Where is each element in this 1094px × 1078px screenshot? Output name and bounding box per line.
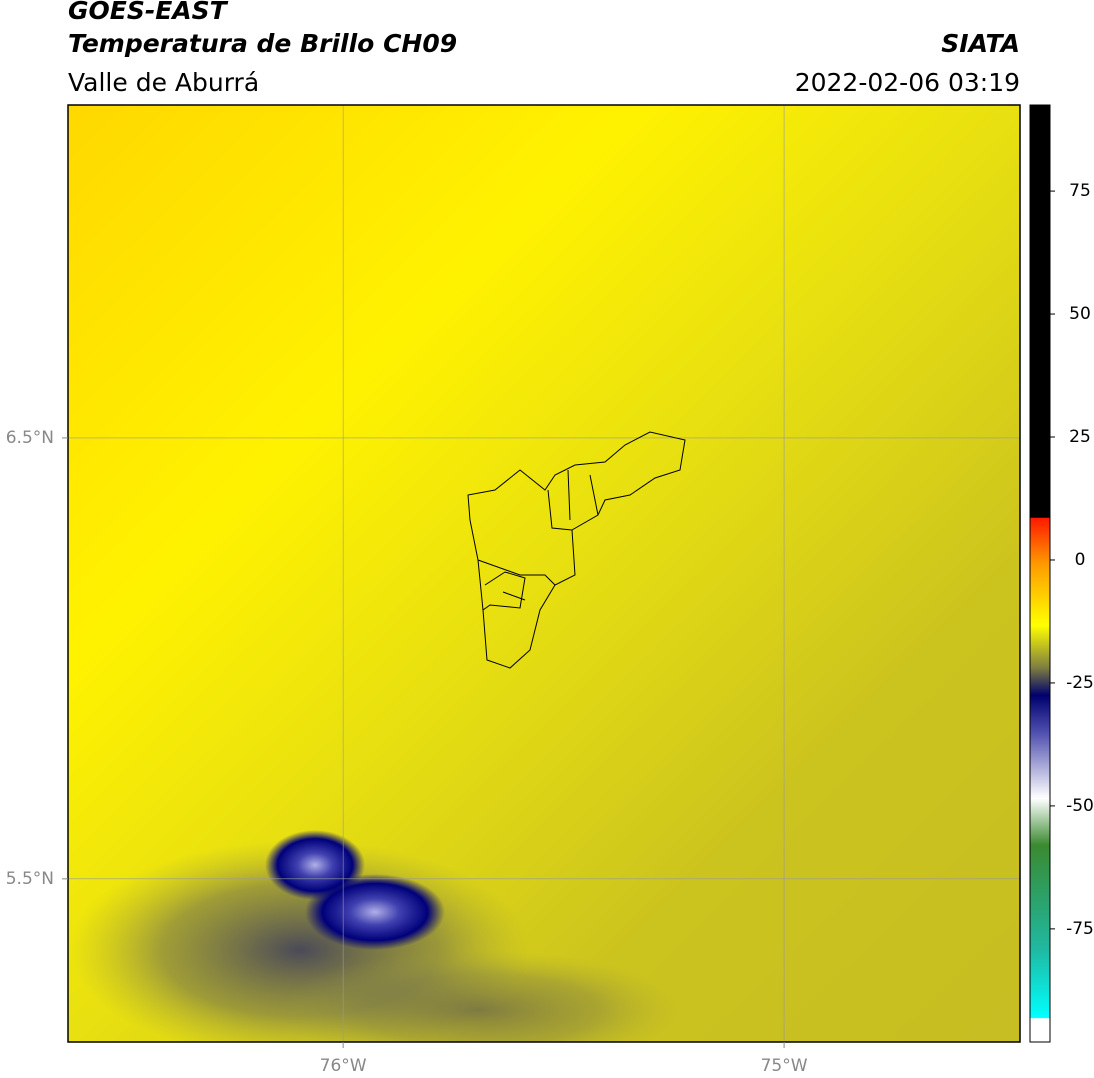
datetime: 2022-02-06 03:19 xyxy=(795,68,1020,97)
agency: SIATA xyxy=(941,29,1020,58)
storm xyxy=(305,874,445,950)
y-tick-label: 5.5°N xyxy=(6,869,54,889)
colorbar-tick-label: -25 xyxy=(1066,673,1094,693)
x-tick-label: 76°W xyxy=(320,1056,367,1076)
satellite: GOES-EAST xyxy=(68,0,229,25)
municipal-boundaries xyxy=(467,431,686,669)
grid xyxy=(68,105,1020,1042)
map-frame xyxy=(67,104,1021,1043)
boundary xyxy=(467,431,686,669)
product: Temperatura de Brillo CH09 xyxy=(68,29,457,58)
map-field xyxy=(68,105,1020,1042)
colorbar-tick-label: -75 xyxy=(1066,919,1094,939)
colorbar-tick-label: 75 xyxy=(1069,181,1091,201)
colorbar xyxy=(1029,104,1051,1043)
colorbar-tick-label: 50 xyxy=(1069,304,1091,324)
boundary xyxy=(477,469,599,611)
cloud-shade xyxy=(280,950,680,1042)
y-tick-label: 6.5°N xyxy=(6,428,54,448)
colorbar-tick-label: 25 xyxy=(1069,427,1091,447)
colorbar-tick-label: 0 xyxy=(1075,550,1086,570)
x-tick-label: 75°W xyxy=(761,1056,808,1076)
colorbar-tick-label: -50 xyxy=(1066,796,1094,816)
region: Valle de Aburrá xyxy=(68,68,259,97)
